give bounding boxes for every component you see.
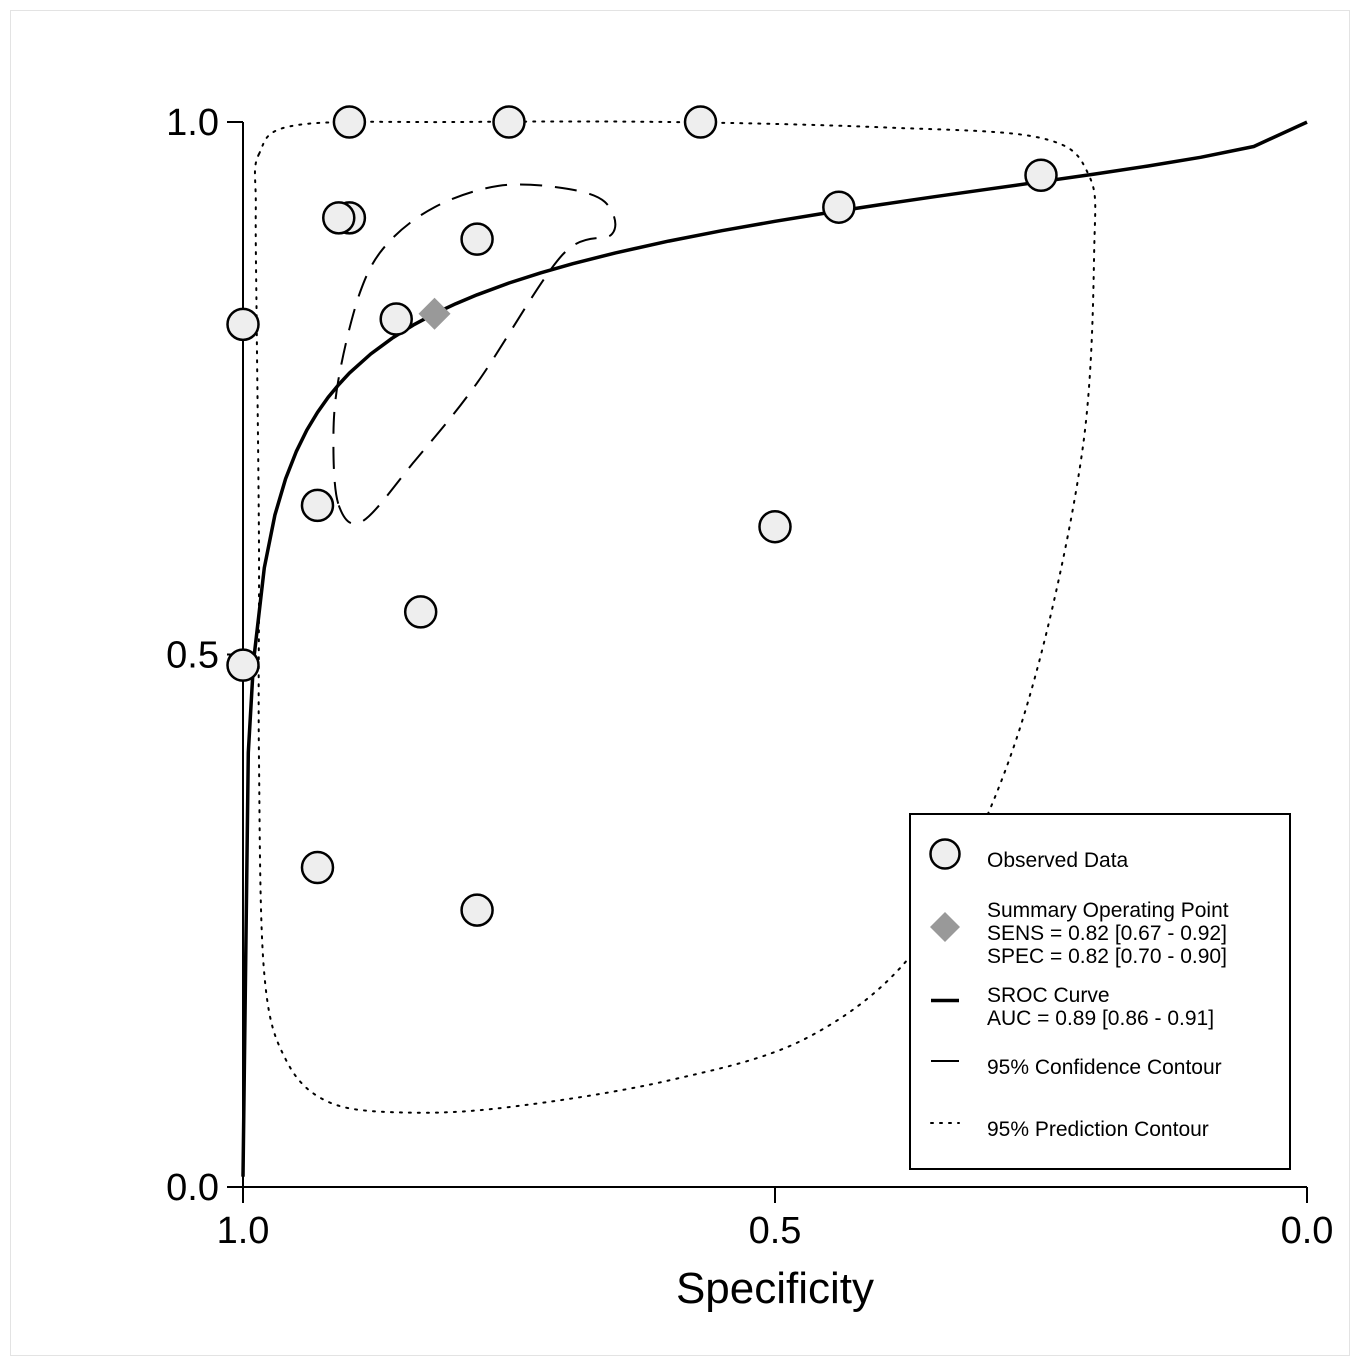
observed-point — [492, 105, 526, 139]
legend-label: SROC Curve — [987, 984, 1110, 1007]
observed-point — [300, 850, 335, 885]
sroc-curve — [241, 120, 1308, 1177]
observed-points — [226, 105, 1058, 927]
legend-label: Summary Operating Point — [987, 899, 1229, 922]
y-tick-label: 0.5 — [166, 635, 219, 677]
observed-point — [322, 201, 356, 235]
legend-label: SENS = 0.82 [0.67 - 0.92] — [987, 922, 1227, 945]
x-tick-label: 0.5 — [749, 1210, 802, 1252]
observed-point — [758, 509, 792, 544]
observed-point — [822, 190, 856, 224]
x-tick-label: 1.0 — [217, 1210, 270, 1252]
legend-box — [909, 813, 1291, 1170]
y-tick-label: 1.0 — [166, 102, 219, 144]
observed-point — [460, 222, 494, 256]
legend-label: 95% Prediction Contour — [987, 1118, 1209, 1141]
prediction-contour — [253, 120, 1097, 1114]
observed-point — [683, 105, 718, 139]
legend-label: SPEC = 0.82 [0.70 - 0.90] — [987, 945, 1227, 968]
summary-layer — [418, 297, 451, 330]
legend-label: Observed Data — [987, 849, 1129, 872]
observed-point — [226, 307, 260, 342]
axes: 1.0 1.0 0.5 0.5 0.0 0.0 Specificity — [166, 102, 1333, 1313]
observed-point — [1024, 158, 1058, 192]
sroc-curve-layer — [241, 120, 1308, 1177]
legend-diamond-icon — [930, 912, 960, 942]
observed-point — [379, 302, 413, 336]
observed-point — [300, 488, 335, 523]
observed-point — [460, 893, 494, 927]
observed-point — [403, 595, 438, 629]
legend-label: AUC = 0.89 [0.86 - 0.91] — [987, 1007, 1214, 1030]
observed-point — [226, 648, 260, 682]
legend-label: 95% Confidence Contour — [987, 1056, 1222, 1079]
x-axis-title: Specificity — [676, 1264, 874, 1313]
legend: Observed Data Summary Operating PointSENS… — [909, 813, 1291, 1170]
observed-point — [332, 105, 367, 139]
legend-circle-icon — [929, 838, 961, 870]
y-tick-label: 0.0 — [166, 1167, 219, 1209]
contours — [253, 120, 1097, 1114]
x-tick-label: 0.0 — [1281, 1210, 1334, 1252]
confidence-contour — [332, 183, 617, 525]
summary-point — [418, 297, 451, 330]
